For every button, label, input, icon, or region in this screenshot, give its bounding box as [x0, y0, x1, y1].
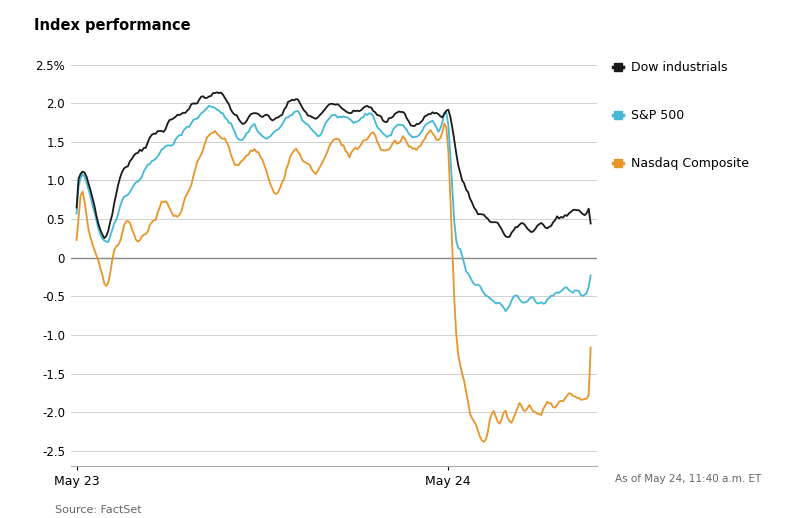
Text: As of May 24, 11:40 a.m. ET: As of May 24, 11:40 a.m. ET: [615, 474, 761, 484]
Text: Index performance: Index performance: [34, 18, 191, 33]
Text: Source: FactSet: Source: FactSet: [55, 505, 141, 515]
Legend: Dow industrials, S&P 500, Nasdaq Composite: Dow industrials, S&P 500, Nasdaq Composi…: [608, 56, 754, 175]
